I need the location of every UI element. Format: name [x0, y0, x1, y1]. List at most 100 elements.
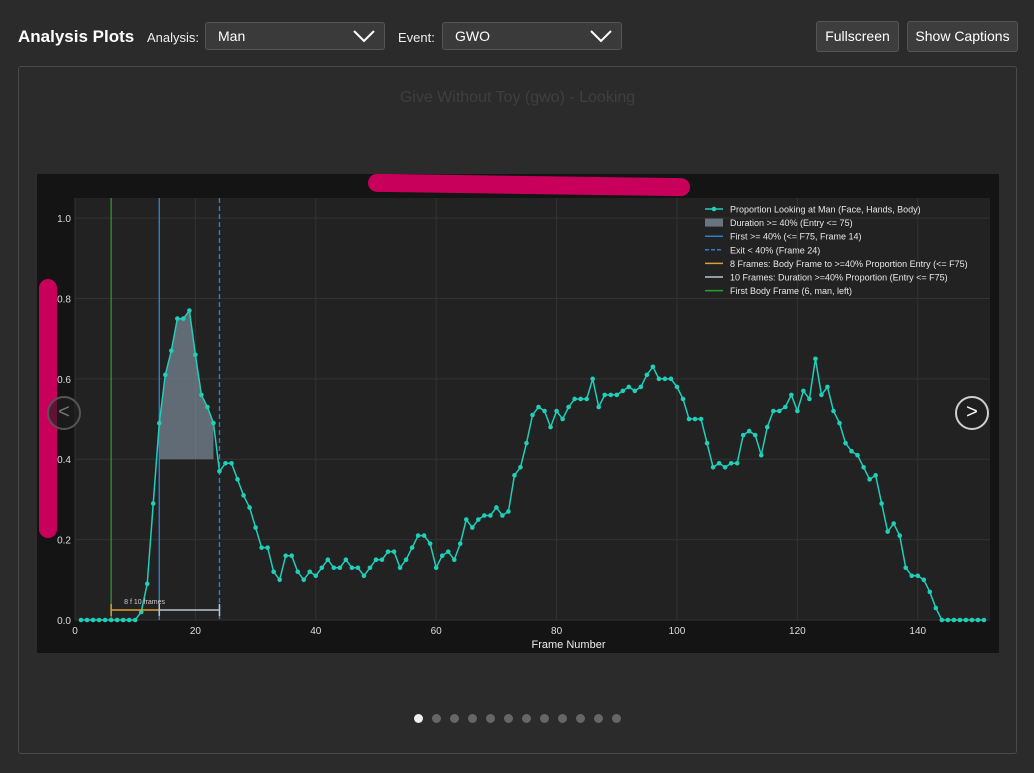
- data-point: [584, 396, 589, 402]
- data-point: [253, 525, 258, 530]
- chevron-down-icon: [590, 30, 612, 43]
- data-point: [156, 420, 162, 426]
- x-tick-label: 100: [669, 626, 686, 637]
- legend-marker: [711, 206, 717, 212]
- data-point: [217, 468, 222, 474]
- data-point: [223, 460, 228, 466]
- data-point: [879, 501, 884, 506]
- data-point: [566, 404, 571, 410]
- data-point: [211, 420, 216, 426]
- y-tick-label: 0.0: [57, 616, 71, 627]
- data-point: [367, 565, 373, 571]
- x-tick-label: 80: [551, 626, 563, 637]
- data-point: [307, 569, 313, 575]
- legend-entry: 10 Frames: Duration >=40% Proportion (En…: [705, 273, 948, 283]
- next-plot-button[interactable]: >: [955, 396, 989, 430]
- data-point: [500, 513, 505, 518]
- data-point: [614, 392, 620, 398]
- data-point: [476, 517, 481, 522]
- data-point: [638, 384, 644, 390]
- data-point: [488, 513, 493, 518]
- data-point: [668, 376, 674, 382]
- data-point: [873, 473, 878, 478]
- data-point: [199, 392, 204, 398]
- data-point: [187, 308, 192, 313]
- data-point: [494, 505, 499, 510]
- x-tick-label: 0: [72, 626, 78, 637]
- legend-label: Proportion Looking at Man (Face, Hands, …: [730, 205, 921, 215]
- legend-entry: First Body Frame (6, man, left): [705, 286, 852, 296]
- data-point: [777, 408, 782, 414]
- carousel-dot[interactable]: [594, 714, 603, 723]
- fullscreen-button[interactable]: Fullscreen: [816, 21, 899, 52]
- data-point: [608, 392, 614, 398]
- data-point: [530, 412, 535, 418]
- data-point: [855, 452, 860, 458]
- carousel-dot[interactable]: [468, 714, 477, 723]
- data-point: [169, 348, 174, 354]
- data-point: [512, 473, 517, 478]
- data-point: [150, 501, 156, 506]
- data-point: [590, 376, 595, 382]
- carousel-dot[interactable]: [558, 714, 567, 723]
- data-point: [313, 573, 319, 579]
- data-point: [114, 617, 120, 623]
- data-point: [572, 396, 577, 402]
- data-point: [813, 356, 818, 362]
- carousel-dot[interactable]: [486, 714, 495, 723]
- data-point: [578, 396, 583, 402]
- analysis-select-value: Man: [218, 28, 246, 44]
- data-point: [795, 408, 800, 414]
- data-point: [470, 525, 475, 530]
- carousel-dot[interactable]: [540, 714, 549, 723]
- data-point: [957, 617, 963, 623]
- data-point: [740, 432, 746, 438]
- data-point: [542, 408, 547, 414]
- data-point: [319, 565, 325, 571]
- duration-fill: [159, 310, 214, 460]
- data-point: [427, 541, 433, 546]
- x-tick-label: 40: [310, 626, 322, 637]
- data-point: [801, 388, 806, 394]
- y-tick-label: 0.6: [57, 375, 71, 386]
- carousel-dot[interactable]: [414, 714, 423, 723]
- data-point: [482, 513, 487, 518]
- event-select-value: GWO: [455, 28, 490, 44]
- data-point: [861, 464, 866, 470]
- data-point: [337, 565, 343, 571]
- line-chart: 0.0 0.2 0.4 0.6 0.8 1.0 0 20 40 60 80 100 120 140 Fram…: [57, 198, 990, 651]
- data-point: [373, 557, 379, 563]
- carousel-dot[interactable]: [612, 714, 621, 723]
- analysis-select[interactable]: Man: [205, 22, 385, 50]
- carousel-dot[interactable]: [576, 714, 585, 723]
- data-point: [536, 404, 541, 410]
- data-point: [945, 617, 951, 623]
- data-point: [692, 416, 698, 422]
- legend-label: 10 Frames: Duration >=40% Proportion (En…: [730, 273, 948, 283]
- legend-entry: Duration >= 40% (Entry <= 75): [705, 218, 853, 228]
- show-captions-button[interactable]: Show Captions: [907, 21, 1018, 52]
- page-title: Analysis Plots: [18, 27, 135, 46]
- carousel-dot[interactable]: [450, 714, 459, 723]
- data-point: [819, 392, 824, 398]
- carousel-dot[interactable]: [522, 714, 531, 723]
- data-point: [969, 617, 975, 623]
- data-point: [656, 376, 662, 382]
- event-select[interactable]: GWO: [442, 22, 622, 50]
- data-point: [807, 396, 812, 402]
- plot-image: 0.0 0.2 0.4 0.6 0.8 1.0 0 20 40 60 80 100 120 140 Fram…: [37, 174, 999, 653]
- data-point: [78, 617, 84, 623]
- legend-label: 8 Frames: Body Frame to >=40% Proportion…: [730, 259, 968, 269]
- data-point: [975, 617, 981, 623]
- legend-swatch: [705, 218, 723, 227]
- data-point: [138, 609, 144, 615]
- data-point: [843, 440, 848, 446]
- carousel-dot[interactable]: [504, 714, 513, 723]
- data-point: [602, 392, 608, 398]
- previous-plot-button[interactable]: <: [47, 396, 81, 430]
- carousel-dot[interactable]: [432, 714, 441, 723]
- data-point: [752, 432, 758, 438]
- data-point: [361, 573, 367, 579]
- y-tick-label: 0.4: [57, 455, 71, 466]
- data-point: [686, 416, 692, 422]
